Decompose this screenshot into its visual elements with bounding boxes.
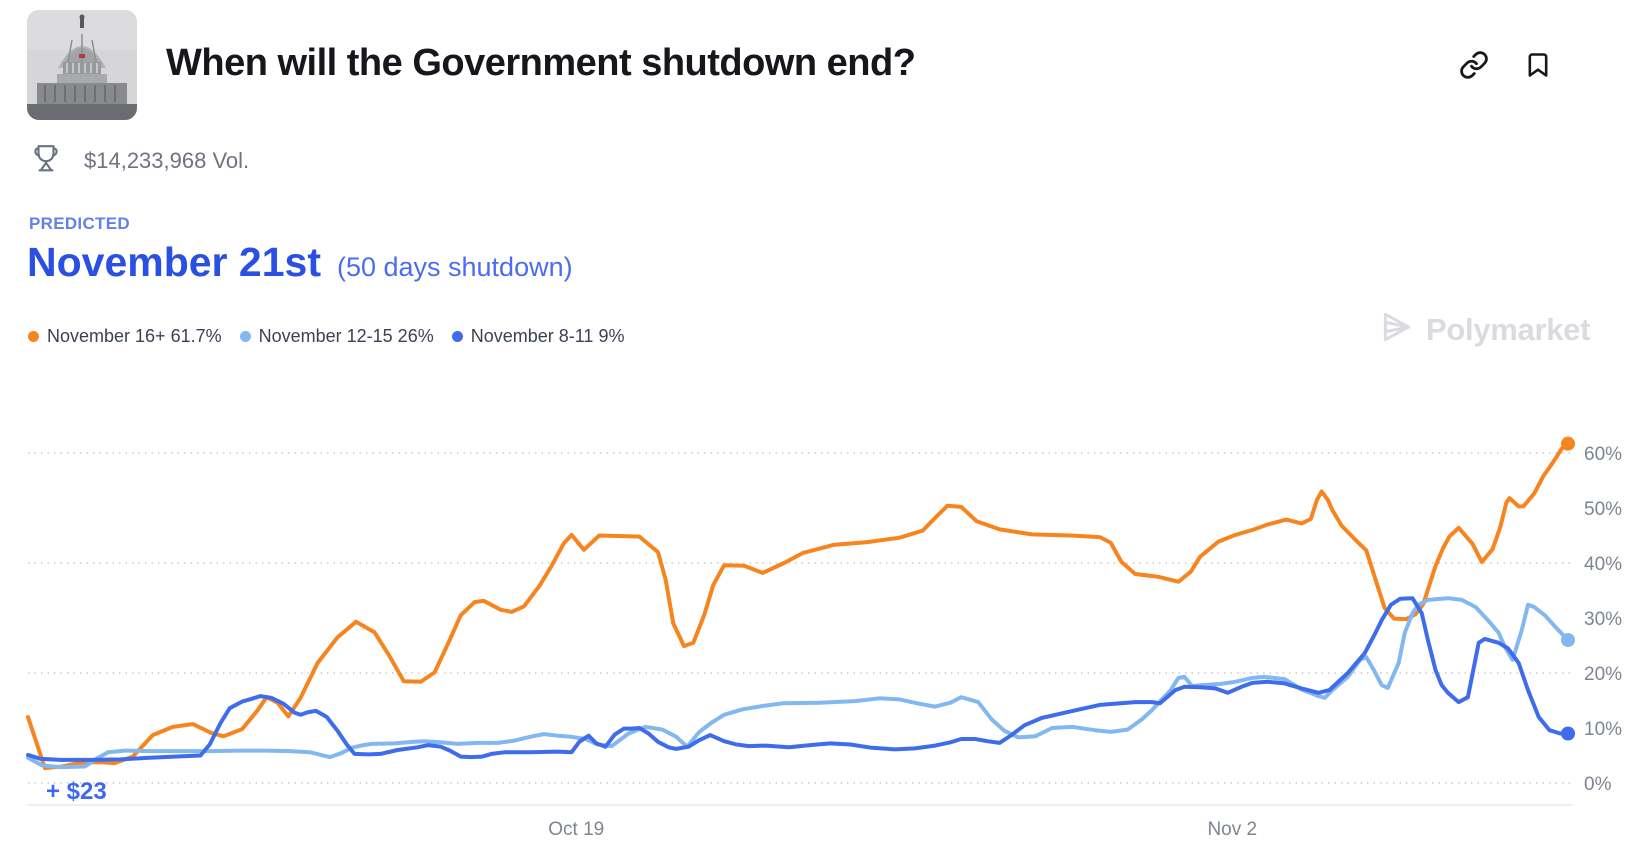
series-line-november-16plus xyxy=(26,441,1570,771)
profit-indicator: + $23 xyxy=(46,778,107,805)
polymarket-logo-text: Polymarket xyxy=(1426,311,1591,347)
legend-label: November 12-15 26% xyxy=(258,326,434,346)
y-axis-label-50pct: 50% xyxy=(1584,499,1622,520)
polymarket-watermark: Polymarket xyxy=(1378,308,1590,351)
series-endpoint-november-12-15 xyxy=(1561,633,1575,647)
capitol-image xyxy=(27,10,137,120)
legend-item-november-16plus[interactable]: November 16+ 61.7% xyxy=(28,326,222,347)
volume-text: $14,233,968 Vol. xyxy=(84,147,250,173)
series-line-november-12-15 xyxy=(26,596,1570,770)
trophy-icon xyxy=(31,141,61,180)
x-axis-label: Oct 19 xyxy=(548,819,604,840)
legend-dot-november-12-15 xyxy=(239,331,251,342)
y-axis-label-60pct: 60% xyxy=(1584,444,1622,465)
predicted-note: (50 days shutdown) xyxy=(336,252,573,282)
legend-dot-november-16plus xyxy=(28,331,39,342)
price-chart[interactable]: 0% 10% 20% 30% 40% 50% 60% Oct 19 Nov 2 xyxy=(0,380,1642,851)
series-line-november-8-11 xyxy=(26,596,1570,762)
market-avatar xyxy=(27,10,137,120)
y-axis-label-20pct: 20% xyxy=(1584,664,1622,685)
legend-item-november-12-15[interactable]: November 12-15 26% xyxy=(239,326,434,347)
bookmark-icon xyxy=(1524,50,1552,83)
y-axis-label-30pct: 30% xyxy=(1584,609,1622,630)
predicted-label: PREDICTED xyxy=(29,214,130,233)
y-axis-label-0pct: 0% xyxy=(1584,774,1612,795)
volume-row: $14,233,968 Vol. xyxy=(31,141,249,180)
series-endpoint-november-8-11 xyxy=(1561,726,1575,741)
polymarket-logo-icon xyxy=(1378,308,1416,351)
legend-item-november-8-11[interactable]: November 8-11 9% xyxy=(451,326,625,347)
bookmark-button[interactable] xyxy=(1520,48,1556,84)
legend-dot-november-8-11 xyxy=(451,331,463,342)
copy-link-button[interactable] xyxy=(1456,48,1492,84)
x-axis-label: Nov 2 xyxy=(1207,819,1257,840)
series-endpoint-november-16plus xyxy=(1561,436,1575,451)
header-actions xyxy=(1456,48,1556,84)
link-icon xyxy=(1459,50,1489,83)
page-title: When will the Government shutdown end? xyxy=(166,42,916,84)
legend-label: November 16+ 61.7% xyxy=(47,326,222,346)
predicted-value: November 21st xyxy=(27,239,321,285)
predicted-row: November 21st (50 days shutdown) xyxy=(27,239,573,286)
legend-label: November 8-11 9% xyxy=(470,326,625,346)
y-axis-label-40pct: 40% xyxy=(1584,554,1622,575)
y-axis-label-10pct: 10% xyxy=(1584,719,1622,740)
chart-legend: November 16+ 61.7% November 12-15 26% No… xyxy=(28,326,624,347)
